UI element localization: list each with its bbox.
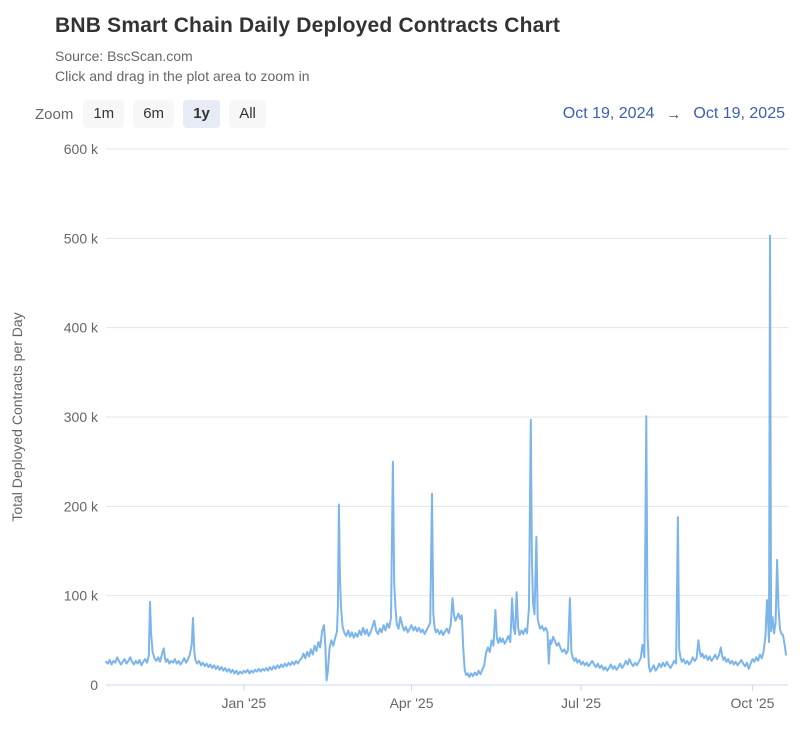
zoom-button-6m[interactable]: 6m xyxy=(133,100,175,128)
series-line xyxy=(105,234,787,682)
page-title: BNB Smart Chain Daily Deployed Contracts… xyxy=(55,14,561,37)
x-axis-label: Jul '25 xyxy=(561,695,601,711)
y-axis-label: 200 k xyxy=(64,498,99,514)
zoom-label: Zoom xyxy=(35,105,74,123)
date-to-field[interactable]: Oct 19, 2025 xyxy=(693,105,785,122)
zoom-button-all[interactable]: All xyxy=(229,100,267,128)
chart-header: BNB Smart Chain Daily Deployed Contracts… xyxy=(0,0,800,86)
y-axis-label: 100 k xyxy=(64,588,99,604)
chart-source: Source: BscScan.com xyxy=(55,48,193,64)
y-axis-label: 400 k xyxy=(64,320,99,336)
zoom-button-group: 1m 6m 1y All xyxy=(83,100,267,128)
x-axis-label: Apr '25 xyxy=(390,695,434,711)
date-from-field[interactable]: Oct 19, 2024 xyxy=(562,105,655,122)
y-axis-label: 300 k xyxy=(64,409,99,425)
x-axis-label: Jan '25 xyxy=(222,695,267,711)
y-axis-label: 500 k xyxy=(64,230,99,246)
zoom-button-1m[interactable]: 1m xyxy=(83,100,125,128)
chart-plot-area[interactable]: 0 100 k 200 k 300 k 400 k 500 k 600 k Jan '25 Ap… xyxy=(0,135,800,733)
x-axis-label: Oct '25 xyxy=(731,695,775,711)
zoom-hint: Click and drag in the plot area to zoom … xyxy=(55,68,310,84)
arrow-right-icon: → xyxy=(666,105,682,123)
range-selector-toolbar: Zoom 1m 6m 1y All Oct 19, 2024 → Oct 19, 20… xyxy=(0,100,800,128)
zoom-button-1y[interactable]: 1y xyxy=(183,100,221,128)
y-axis-label: 0 xyxy=(90,677,98,693)
y-axis-label: 600 k xyxy=(64,141,99,157)
y-axis-title: Total Deployed Contracts per Day xyxy=(9,312,25,521)
date-range: Oct 19, 2024 → Oct 19, 2025 xyxy=(563,105,785,123)
